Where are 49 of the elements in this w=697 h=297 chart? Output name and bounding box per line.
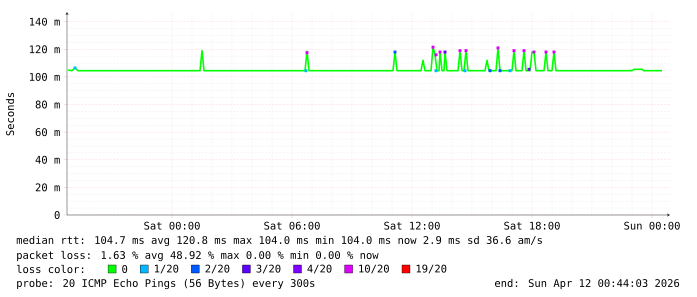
y-axis-title: Seconds: [6, 92, 14, 136]
x-tick-label: Sat 18:00: [504, 222, 560, 230]
legend-label: 10/20: [359, 264, 389, 274]
point: [304, 69, 308, 72]
point: [488, 69, 492, 72]
x-tick-label: Sat 06:00: [264, 222, 320, 230]
x-tick-label: Sat 12:00: [384, 222, 440, 230]
y-tick-label: 140 m: [30, 18, 60, 26]
text: packet loss: 1.63 % avg 48.92 % max 0.00 % min 0.00 % now: [17, 250, 379, 262]
point: [464, 69, 466, 72]
point: [394, 50, 396, 54]
point: [552, 50, 556, 54]
text: end: Sun Apr 12 00:44:03 2026: [495, 278, 680, 290]
point: [508, 69, 512, 72]
point: [432, 46, 434, 49]
y-tick-label: 20 m: [36, 183, 60, 192]
legend-label: 19/20: [416, 264, 446, 274]
text: probe: 20 ICMP Echo Pings (56 Bytes) every 300s: [17, 278, 314, 290]
y-tick-label: 40 m: [36, 156, 60, 164]
legend-title: loss color:: [17, 264, 84, 274]
legend-label: 4/20: [307, 264, 332, 274]
x-tick-label: Sat 00:00: [144, 222, 200, 230]
y-tick-label: 80 m: [36, 100, 60, 108]
line-series: [67, 46, 663, 72]
point: [512, 49, 516, 52]
point: [438, 50, 442, 54]
point: [544, 50, 548, 54]
point: [306, 51, 308, 54]
point: [532, 50, 536, 54]
point: [528, 68, 530, 71]
point: [434, 69, 438, 72]
y-tick-label: 60 m: [36, 128, 60, 136]
legend-label: 1/20: [154, 264, 178, 274]
text: median rtt: 104.7 ms avg 120.8 ms max 104.0 ms min 104.0 ms now 2.9 ms sd 36.6 am/s: [16, 236, 542, 246]
y-tick-label: 100 m: [30, 72, 60, 81]
point: [458, 49, 462, 52]
legend-label: 2/20: [206, 264, 230, 274]
point: [434, 53, 438, 56]
point: [444, 50, 446, 54]
legend-label: 3/20: [256, 264, 280, 274]
y-tick-label: 0: [54, 211, 60, 219]
point: [74, 66, 76, 70]
point: [464, 49, 468, 52]
point: [498, 69, 502, 72]
y-tick-label: 120 m: [30, 45, 60, 54]
point: [522, 49, 526, 52]
legend-label: 0: [122, 265, 128, 273]
x-tick-label: Sun 00:00: [624, 222, 680, 230]
point: [496, 46, 500, 50]
